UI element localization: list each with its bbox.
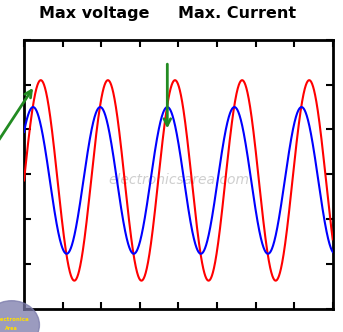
Text: Electronica: Electronica [0,317,29,322]
Circle shape [0,301,39,332]
Text: electronicsarea.com: electronicsarea.com [108,173,249,187]
Text: Max voltage: Max voltage [39,6,150,21]
Text: Area: Area [5,326,18,331]
Text: Max. Current: Max. Current [178,6,296,21]
